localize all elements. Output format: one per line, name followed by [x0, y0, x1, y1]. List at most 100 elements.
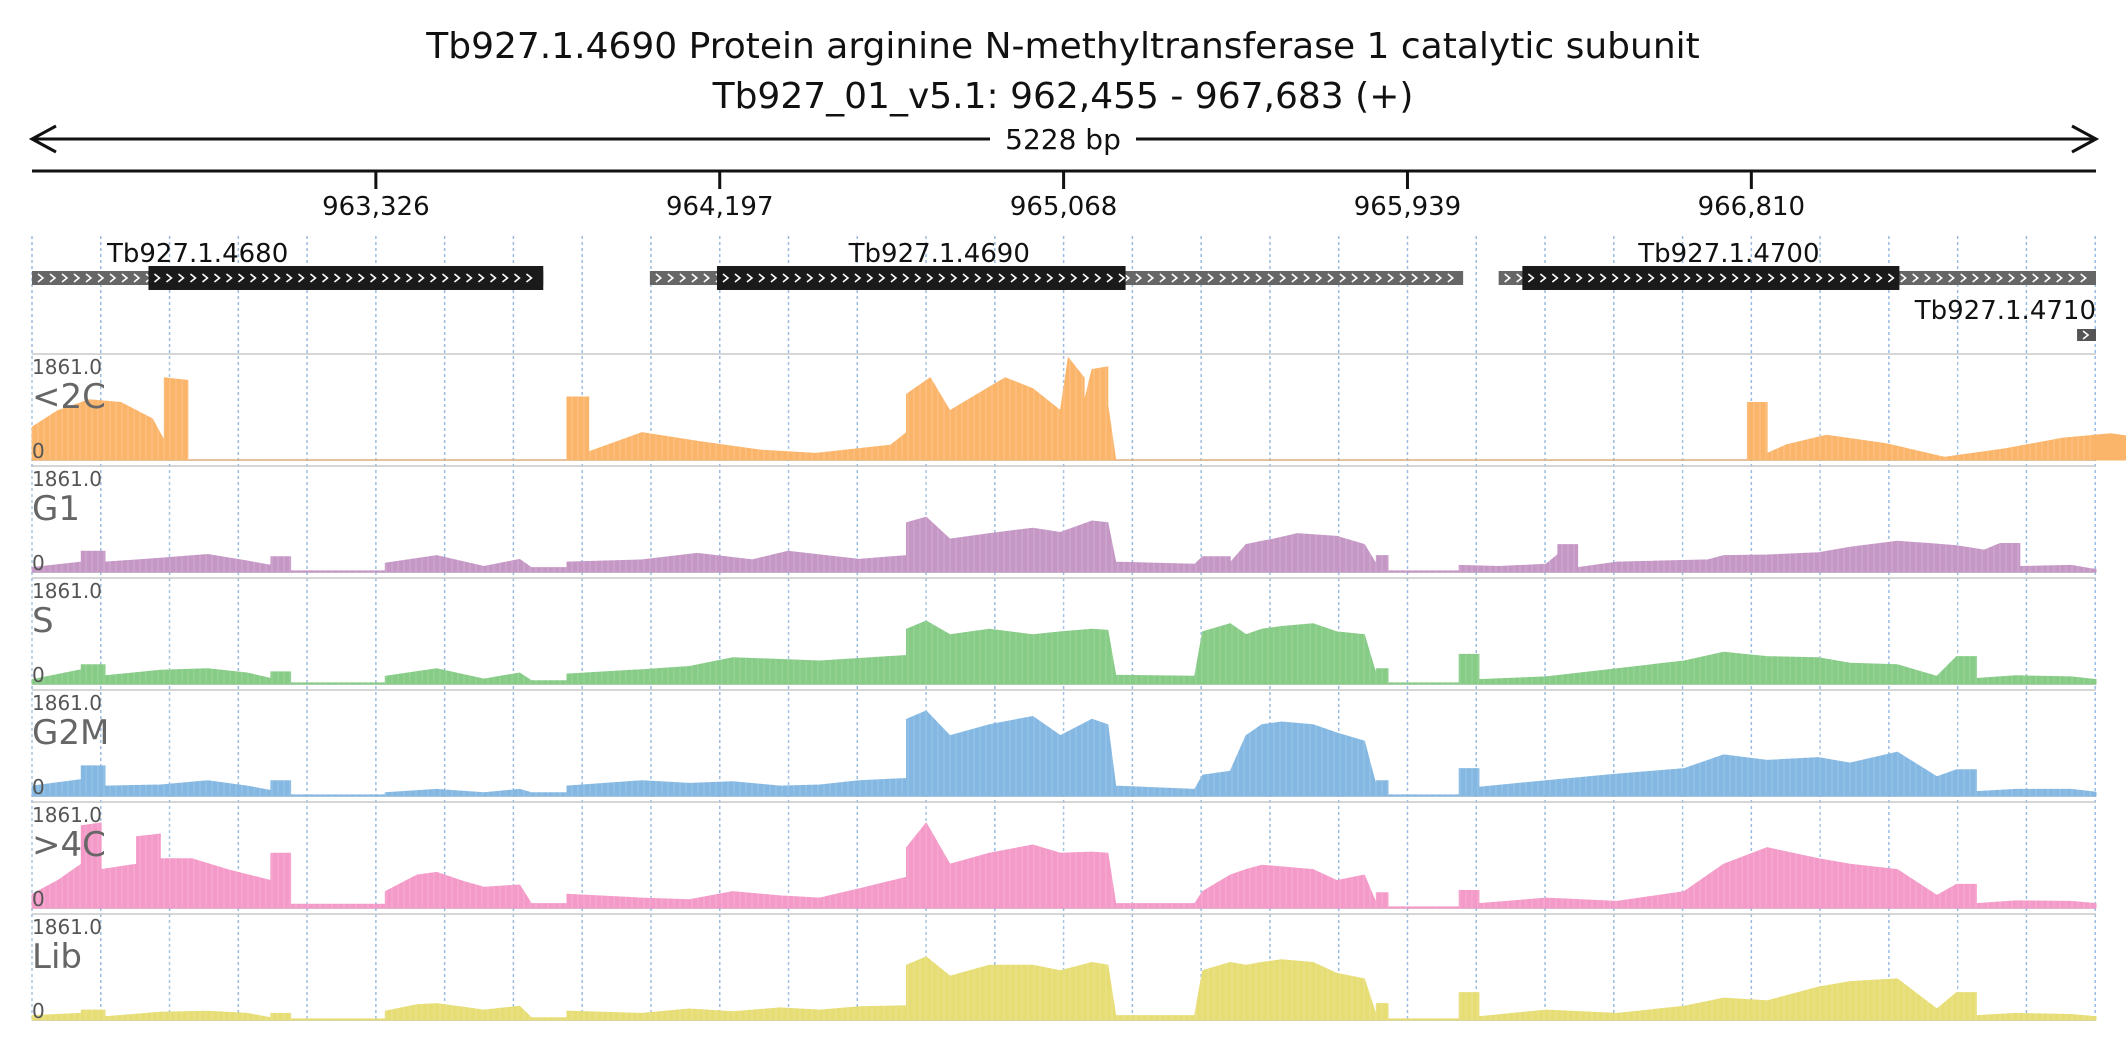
strand-chevron: [369, 273, 377, 283]
coverage-area: [31, 710, 2097, 797]
strand-chevron: [417, 273, 425, 283]
gene-cds: [1522, 266, 1900, 290]
strand-chevron: [878, 273, 886, 283]
track-name: G1: [32, 489, 80, 529]
track-gt4c: 1861.0>4C 0: [31, 801, 2097, 911]
track-max-label: 1861.0: [32, 691, 102, 715]
strand-chevron: [1504, 273, 1511, 283]
strand-chevron: [249, 273, 257, 283]
strand-chevron: [1924, 273, 1931, 283]
strand-chevron: [285, 273, 293, 283]
strand-chevron: [1803, 273, 1811, 283]
strand-chevron: [842, 273, 850, 283]
strand-chevron: [1912, 273, 1919, 283]
strand-chevron: [133, 273, 141, 283]
coverage-tracks: 1861.0<2C01861.0G101861.0S01861.0G2M0186…: [31, 353, 2126, 1023]
strand-chevron: [1516, 273, 1523, 283]
strand-chevron: [441, 273, 449, 283]
axis-tick-label: 963,326: [322, 192, 430, 222]
strand-chevron: [1375, 273, 1383, 283]
strand-chevron: [722, 273, 730, 283]
strand-chevron: [1695, 273, 1703, 283]
strand-chevron: [165, 273, 173, 283]
gene-tb927-1-4700[interactable]: Tb927.1.4700: [1498, 239, 2096, 290]
strand-chevron: [902, 273, 910, 283]
figure-subtitle: Tb927_01_v5.1: 962,455 - 967,683 (+): [712, 76, 1414, 117]
strand-chevron: [61, 273, 69, 283]
strand-chevron: [2020, 273, 2027, 283]
strand-chevron: [1623, 273, 1631, 283]
gene-tb927-1-4690[interactable]: Tb927.1.4690: [649, 239, 1464, 290]
strand-chevron: [938, 273, 946, 283]
gene-tb927-1-4680[interactable]: Tb927.1.4680: [32, 239, 544, 290]
track-max-label: 1861.0: [32, 467, 102, 491]
strand-chevron: [734, 273, 742, 283]
strand-chevron: [1587, 273, 1595, 283]
gene-tb927-1-4710[interactable]: Tb927.1.4710: [1914, 296, 2096, 341]
gene-models: Tb927.1.4680 Tb927.1.4690 Tb927.1.4700 Tb92…: [32, 239, 2096, 341]
strand-chevron: [501, 273, 509, 283]
strand-chevron: [109, 273, 117, 283]
strand-chevron: [1960, 273, 1967, 283]
strand-chevron: [1159, 273, 1167, 283]
strand-chevron: [153, 273, 161, 283]
strand-chevron: [1839, 273, 1847, 283]
strand-chevron: [1791, 273, 1799, 283]
strand-chevron: [1447, 273, 1455, 283]
strand-chevron: [225, 273, 233, 283]
strand-chevron: [794, 273, 802, 283]
strand-chevron: [2056, 273, 2063, 283]
track-name: Lib: [32, 937, 82, 977]
track-min-label: 0: [32, 887, 45, 911]
strand-chevron: [1900, 273, 1907, 283]
strand-chevron: [1183, 273, 1191, 283]
strand-chevron: [866, 273, 874, 283]
strand-chevron: [1147, 273, 1155, 283]
strand-chevron: [1948, 273, 1955, 283]
strand-chevron: [453, 273, 461, 283]
track-max-label: 1861.0: [32, 803, 102, 827]
coverage-area: [31, 822, 2097, 909]
strand-chevron: [1094, 273, 1102, 283]
strand-chevron: [2068, 273, 2075, 283]
strand-chevron: [189, 273, 197, 283]
strand-chevron: [1551, 273, 1559, 283]
strand-chevron: [1851, 273, 1859, 283]
strand-chevron: [1707, 273, 1715, 283]
gene-cds: [716, 266, 1126, 290]
axis-ticks: 963,326 964,197 965,068 965,939 966,810: [322, 171, 1805, 222]
strand-chevron: [1435, 273, 1443, 283]
strand-chevron: [1411, 273, 1419, 283]
strand-chevron: [1058, 273, 1066, 283]
strand-chevron: [1539, 273, 1547, 283]
axis-tick-label: 965,939: [1354, 192, 1462, 222]
strand-chevron: [1135, 273, 1143, 283]
strand-chevron: [477, 273, 485, 283]
strand-chevron: [818, 273, 826, 283]
strand-chevron: [1171, 273, 1179, 283]
strand-chevron: [121, 273, 129, 283]
strand-chevron: [962, 273, 970, 283]
strand-chevron: [667, 273, 675, 283]
track-s: 1861.0S 0: [31, 577, 2097, 687]
strand-chevron: [914, 273, 922, 283]
track-g1: 1861.0G1 0: [31, 465, 2097, 575]
strand-chevron: [1683, 273, 1691, 283]
strand-chevron: [297, 273, 305, 283]
coverage-area: [31, 620, 2097, 685]
strand-chevron: [1599, 273, 1607, 283]
strand-chevron: [321, 273, 329, 283]
strand-chevron: [1575, 273, 1583, 283]
strand-chevron: [770, 273, 778, 283]
strand-chevron: [1972, 273, 1979, 283]
strand-chevron: [746, 273, 754, 283]
axis-tick-label: 964,197: [666, 192, 774, 222]
strand-chevron: [691, 273, 699, 283]
strand-chevron: [261, 273, 269, 283]
strand-chevron: [177, 273, 185, 283]
strand-chevron: [1635, 273, 1643, 283]
coverage-area: [31, 956, 2097, 1021]
strand-chevron: [1743, 273, 1751, 283]
track-name: <2C: [32, 377, 106, 417]
